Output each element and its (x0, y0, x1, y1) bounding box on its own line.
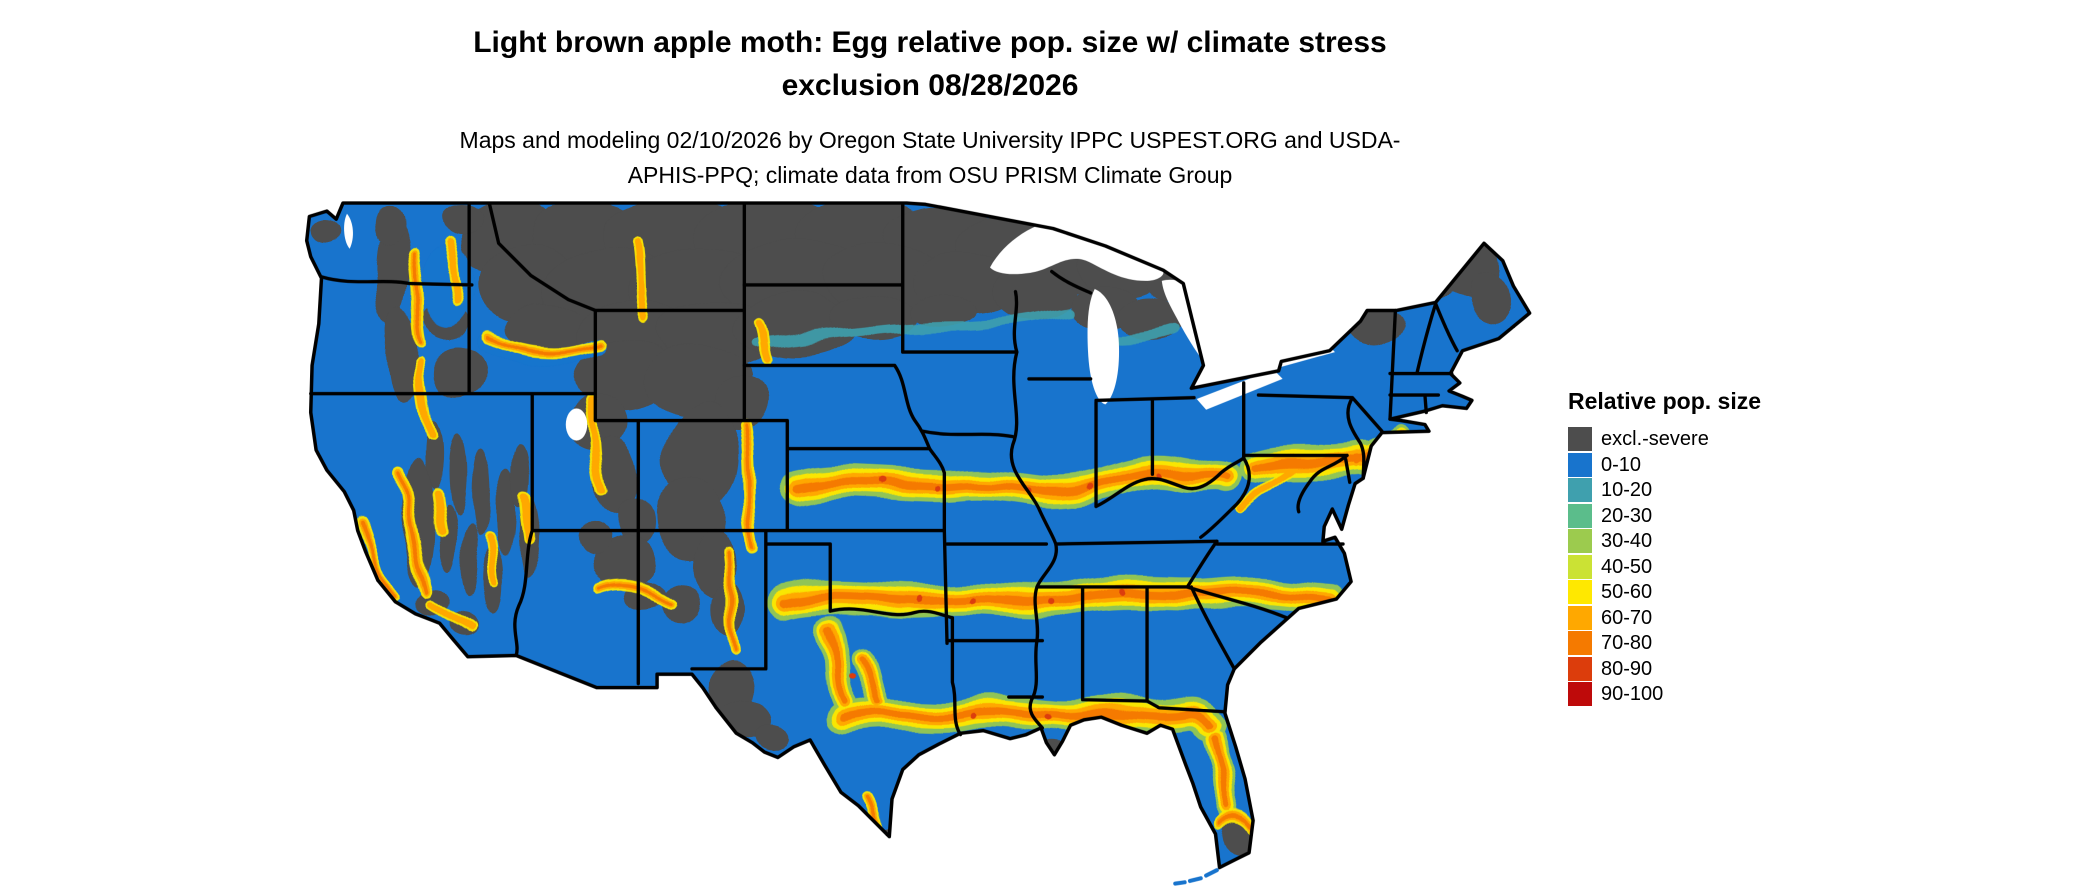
raster-layers (306, 203, 1530, 868)
legend-item: 30-40 (1568, 529, 1761, 553)
legend-item: excl.-severe (1568, 427, 1761, 451)
legend-swatch (1568, 682, 1592, 706)
lake-huron (1161, 279, 1221, 370)
legend-swatch (1568, 478, 1592, 502)
legend-swatch (1568, 580, 1592, 604)
legend-label: 40-50 (1601, 555, 1653, 578)
population-detail-layers (364, 241, 1400, 837)
legend-label: 10-20 (1601, 479, 1653, 501)
legend-item: 40-50 (1568, 554, 1761, 579)
legend-label: 0-10 (1601, 453, 1642, 476)
legend-label: 50-60 (1601, 581, 1653, 603)
legend-label: 30-40 (1601, 530, 1653, 552)
legend-swatch (1568, 503, 1592, 528)
legend-label: 70-80 (1601, 632, 1653, 654)
map-legend: Relative pop. size excl.-severe 0-10 10-20… (1568, 388, 1761, 708)
legend-item: 20-30 (1568, 503, 1761, 528)
legend-item: 60-70 (1568, 605, 1761, 630)
legend-item: 90-100 (1568, 682, 1761, 706)
legend-item: 70-80 (1568, 631, 1761, 655)
figure-header: Light brown apple moth: Egg relative pop… (30, 22, 1830, 192)
figure-subtitle: Maps and modeling 02/10/2026 by Oregon S… (459, 127, 1401, 188)
lake-erie (1196, 369, 1283, 410)
state-borders-east (1185, 302, 1459, 671)
map-container (300, 200, 1535, 892)
us-choropleth-map (304, 201, 1532, 886)
legend-swatch (1568, 529, 1592, 553)
state-borders (309, 201, 1459, 737)
great-salt-lake (565, 408, 588, 441)
legend-label: 20-30 (1601, 504, 1653, 527)
figure-title: Light brown apple moth: Egg relative pop… (473, 26, 1387, 102)
legend-item: 10-20 (1568, 478, 1761, 502)
legend-label: 80-90 (1601, 657, 1653, 680)
legend-item: 0-10 (1568, 452, 1761, 477)
lake-michigan (1087, 288, 1120, 405)
legend-swatch (1568, 656, 1592, 681)
legend-title: Relative pop. size (1568, 388, 1762, 414)
state-borders-west (309, 201, 963, 737)
legend-swatch (1568, 631, 1592, 655)
legend-label: excl.-severe (1601, 428, 1709, 450)
lake-superior (989, 217, 1164, 281)
legend-swatch (1568, 605, 1592, 630)
legend-swatch (1568, 452, 1592, 477)
legend-label: 60-70 (1601, 606, 1653, 629)
legend-label: 90-100 (1601, 683, 1664, 705)
state-borders-central (742, 201, 1246, 730)
florida-keys (1173, 868, 1219, 886)
legend-swatch (1568, 427, 1592, 451)
legend-swatch (1568, 554, 1592, 579)
legend-item: 50-60 (1568, 580, 1761, 604)
puget-sound (344, 213, 353, 249)
legend-items: excl.-severe 0-10 10-20 20-30 30-40 40-50 50-6… (1568, 427, 1761, 706)
legend-item: 80-90 (1568, 656, 1761, 681)
